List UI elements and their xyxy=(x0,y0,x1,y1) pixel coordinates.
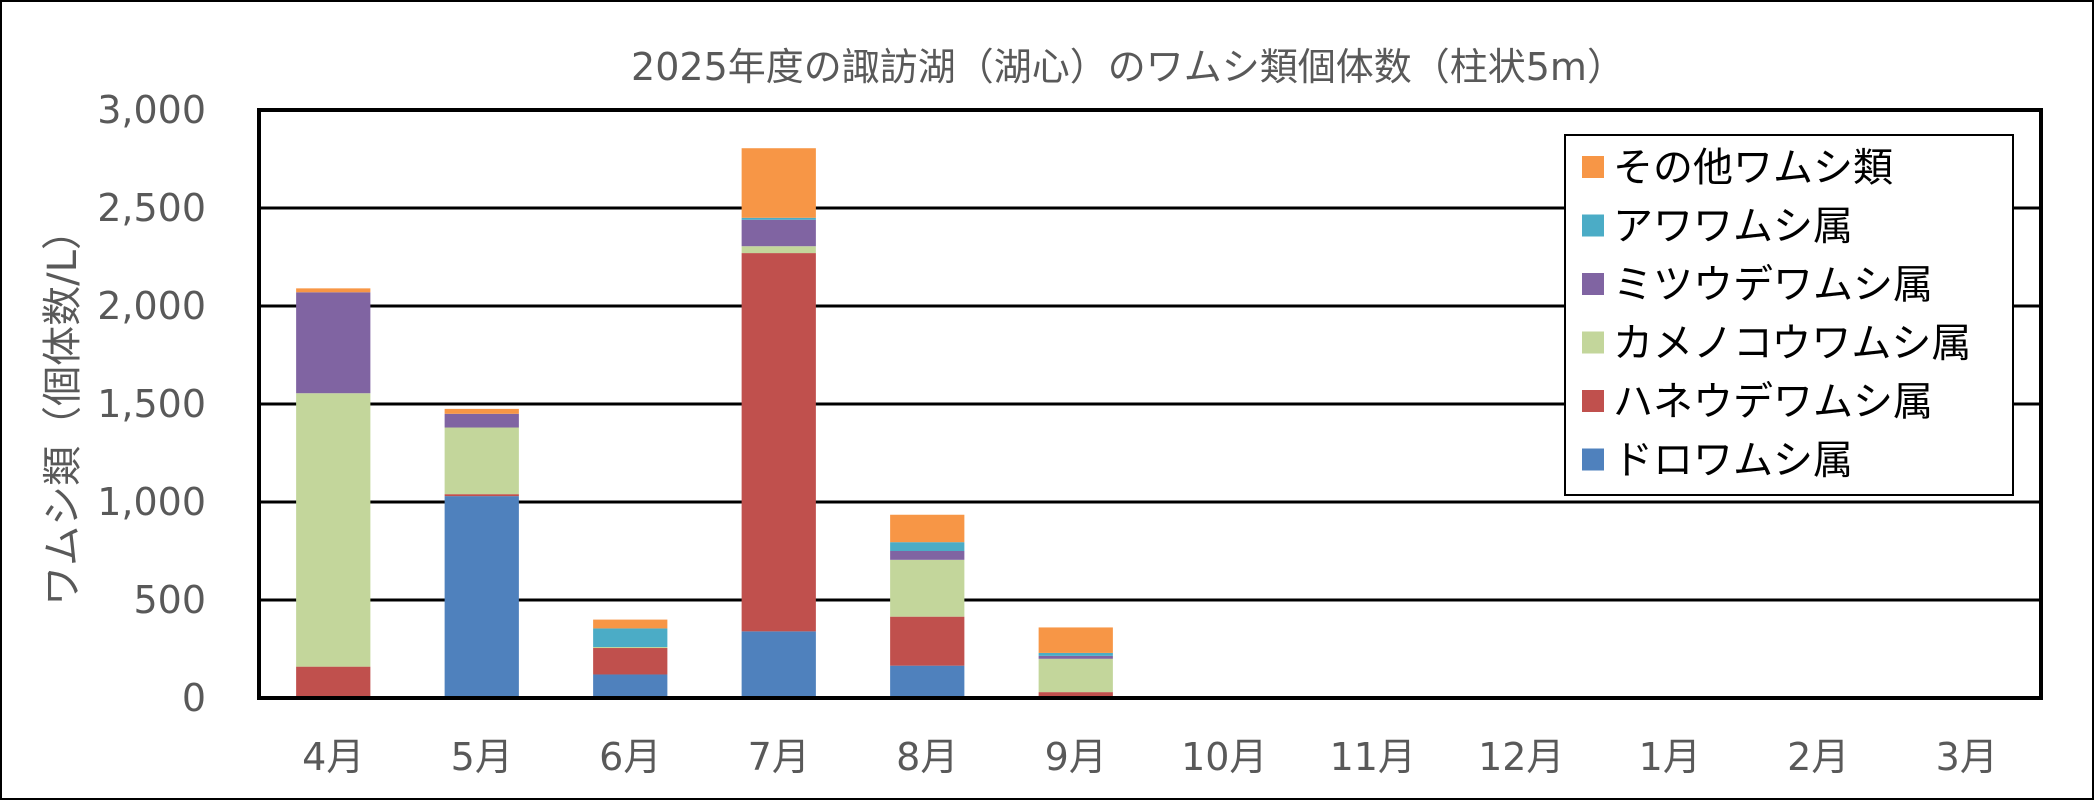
y-tick-label: 1,500 xyxy=(97,382,206,426)
legend-box xyxy=(1564,134,2014,496)
bar-segment xyxy=(741,246,816,254)
bar-segment xyxy=(444,496,519,698)
bar-segment xyxy=(593,628,668,648)
x-tick-labels: 4月 5月 6月 7月 8月 9月 10月 11月 12月 1月 2月 3月 xyxy=(302,735,1998,779)
bar-segment xyxy=(890,514,965,543)
legend: その他ワムシ類アワワムシ属ミツウデワムシ属カメノコウワムシ属ハネウデワムシ属ドロ… xyxy=(1564,134,2014,496)
legend-swatch xyxy=(1582,156,1604,178)
x-tick-label: 8月 xyxy=(896,735,958,779)
legend-swatch xyxy=(1582,331,1604,354)
plot-area-border xyxy=(257,108,2043,700)
x-tick-label: 7月 xyxy=(748,735,810,779)
bar-segment xyxy=(1038,627,1113,653)
legend-label: アワワムシ属 xyxy=(1613,204,1853,250)
x-tick-label: 9月 xyxy=(1045,735,1107,779)
y-tick-label: 500 xyxy=(133,578,206,622)
bar-segment xyxy=(741,219,816,247)
x-tick-label: 11月 xyxy=(1330,735,1416,779)
chart-title: 2025年度の諏訪湖（湖心）のワムシ類個体数（柱状5m） xyxy=(631,45,1625,89)
x-tick-label: 3月 xyxy=(1936,735,1998,779)
bar-segment xyxy=(890,616,965,666)
y-tick-label: 3,000 xyxy=(97,88,206,132)
x-tick-label: 1月 xyxy=(1639,735,1701,779)
bar-segment xyxy=(296,288,371,293)
bar-segment xyxy=(296,292,371,394)
x-tick-label: 6月 xyxy=(599,735,661,779)
bar-segment xyxy=(1038,658,1113,693)
x-tick-label: 2月 xyxy=(1787,735,1849,779)
legend-label: ミツウデワムシ属 xyxy=(1613,262,1933,308)
legend-label: カメノコウワムシ属 xyxy=(1613,321,1971,367)
bar-segment xyxy=(741,631,816,698)
y-tick-labels: 0 500 1,000 1,500 2,000 2,500 3,000 xyxy=(97,88,206,720)
bar-segment xyxy=(444,408,519,414)
bar-segment xyxy=(296,666,371,698)
bar-segment xyxy=(890,542,965,551)
bar-segment xyxy=(296,393,371,667)
bar-segment xyxy=(1038,655,1113,659)
bar-segment xyxy=(1038,692,1113,698)
bar-segment xyxy=(593,619,668,629)
y-tick-label: 2,000 xyxy=(97,284,206,328)
bar-segment xyxy=(890,665,965,698)
y-tick-label: 0 xyxy=(182,676,206,720)
bar-segment xyxy=(741,217,816,220)
y-axis-label: ワムシ類（個体数/L） xyxy=(40,210,86,606)
legend-swatch xyxy=(1582,390,1604,412)
x-tick-label: 4月 xyxy=(302,735,364,779)
y-tick-label: 2,500 xyxy=(97,186,206,230)
y-tick-label: 1,000 xyxy=(97,480,206,524)
bar-segment xyxy=(444,413,519,428)
bars xyxy=(296,148,1113,698)
x-tick-label: 12月 xyxy=(1478,735,1564,779)
bar-segment xyxy=(444,494,519,497)
legend-label: その他ワムシ類 xyxy=(1613,145,1893,191)
bar-segment xyxy=(593,648,668,675)
legend-swatch xyxy=(1582,448,1604,471)
bar-segment xyxy=(593,674,668,698)
x-tick-label: 10月 xyxy=(1181,735,1267,779)
x-tick-label: 5月 xyxy=(451,735,513,779)
bar-segment xyxy=(1038,652,1113,656)
bar-segment xyxy=(741,148,816,218)
bar-segment xyxy=(593,647,668,649)
bar-segment xyxy=(741,253,816,632)
legend-swatch xyxy=(1582,214,1604,237)
legend-label: ドロワムシ属 xyxy=(1613,438,1853,484)
bar-segment xyxy=(444,427,519,495)
legend-swatch xyxy=(1582,273,1604,295)
legend-label: ハネウデワムシ属 xyxy=(1613,379,1933,425)
bar-segment xyxy=(890,559,965,617)
bar-segment xyxy=(890,551,965,560)
